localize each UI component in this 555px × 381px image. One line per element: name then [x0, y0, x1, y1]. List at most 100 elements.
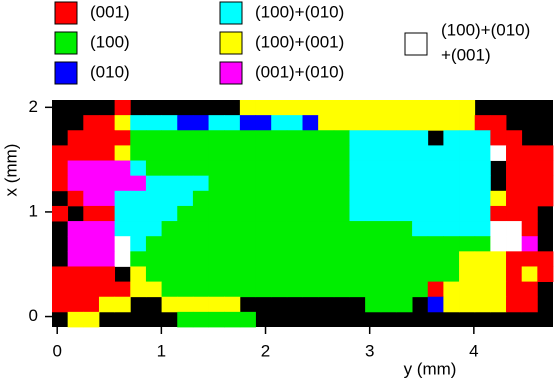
cell — [412, 281, 429, 298]
cell — [349, 130, 366, 146]
cell — [177, 205, 194, 222]
cell — [427, 160, 444, 177]
cell — [67, 175, 84, 192]
cell — [427, 175, 444, 192]
cell — [271, 190, 288, 207]
cell — [83, 251, 100, 267]
legend-swatch — [54, 1, 78, 25]
cell — [161, 160, 178, 177]
cell — [506, 160, 523, 177]
cell — [255, 205, 272, 222]
cell — [443, 266, 460, 282]
cell — [224, 251, 241, 267]
cell — [365, 251, 382, 267]
cell — [208, 115, 225, 131]
cell — [302, 205, 319, 222]
cell — [224, 175, 241, 192]
cell — [224, 221, 241, 237]
cell — [83, 160, 100, 177]
cell — [490, 221, 507, 237]
cell — [365, 266, 382, 282]
cell — [365, 130, 382, 146]
legend-swatch — [219, 1, 243, 25]
cell — [224, 115, 241, 131]
cell — [255, 236, 272, 252]
cell — [192, 115, 209, 131]
cell — [224, 266, 241, 282]
legend-label: (100)+(010) — [441, 20, 530, 39]
cell — [427, 190, 444, 207]
cell — [67, 266, 84, 282]
cell — [208, 251, 225, 267]
x-tick-label: 2 — [261, 341, 270, 360]
cell — [427, 115, 444, 131]
cell — [98, 190, 116, 207]
cell — [474, 160, 491, 177]
cell — [114, 100, 131, 116]
cell — [459, 130, 476, 146]
cell — [365, 221, 382, 237]
cell — [474, 145, 491, 161]
cell — [521, 236, 538, 252]
cell — [396, 205, 413, 222]
cell — [130, 221, 147, 237]
cell — [83, 175, 100, 192]
cell — [380, 281, 397, 298]
cell — [349, 145, 366, 161]
cell — [130, 145, 147, 161]
cell — [239, 115, 256, 131]
cell — [318, 221, 335, 237]
cell — [521, 281, 538, 298]
cell — [443, 115, 460, 131]
cell — [412, 160, 429, 177]
cell — [380, 175, 397, 192]
cell — [365, 281, 382, 298]
cell — [412, 175, 429, 192]
cell — [459, 190, 476, 207]
cell — [427, 221, 444, 237]
cell — [145, 221, 162, 237]
cell — [521, 205, 538, 222]
cell — [83, 236, 100, 252]
cell — [490, 281, 507, 298]
cell — [161, 205, 178, 222]
cell — [349, 190, 366, 207]
x-tick-label: 4 — [469, 341, 478, 360]
cell — [208, 266, 225, 282]
cell — [208, 130, 225, 146]
cell — [443, 281, 460, 298]
cell — [145, 190, 162, 207]
cell — [459, 175, 476, 192]
cell — [333, 100, 350, 116]
cell — [380, 100, 397, 116]
cell — [255, 115, 272, 131]
cell — [443, 221, 460, 237]
cell — [161, 281, 178, 298]
cell — [286, 205, 303, 222]
x-tick-label: 1 — [157, 341, 166, 360]
cell — [427, 205, 444, 222]
cell — [239, 130, 256, 146]
cell — [521, 221, 538, 237]
cell — [459, 115, 476, 131]
y-tick-label: 0 — [29, 306, 38, 325]
cell — [302, 175, 319, 192]
cell — [192, 236, 209, 252]
cell — [67, 236, 84, 252]
cell — [286, 130, 303, 146]
cell — [537, 175, 554, 192]
cell — [412, 100, 429, 116]
cell — [537, 145, 554, 161]
cell — [208, 221, 225, 237]
cell — [396, 100, 413, 116]
x-axis-label: y (mm) — [404, 359, 457, 378]
cell — [380, 236, 397, 252]
x-tick-label: 3 — [365, 341, 374, 360]
cell — [130, 115, 147, 131]
cell — [239, 175, 256, 192]
cell — [490, 266, 507, 282]
cell — [114, 115, 131, 131]
cell — [177, 190, 194, 207]
cell — [443, 160, 460, 177]
cell — [145, 251, 162, 267]
